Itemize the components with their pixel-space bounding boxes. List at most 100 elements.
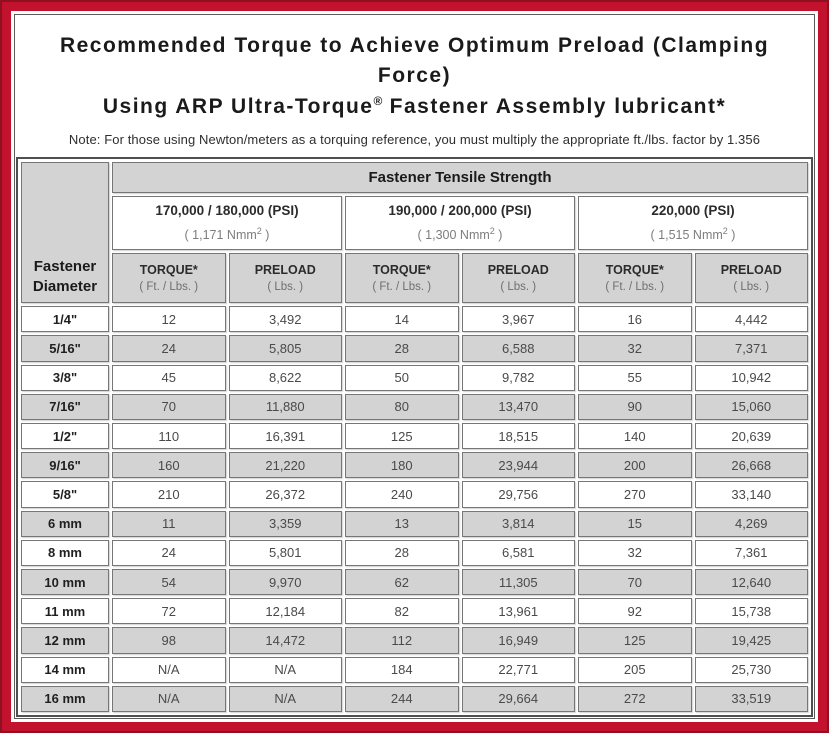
tensile-strength-label: Fastener Tensile Strength xyxy=(368,168,552,186)
cell-torque: 28 xyxy=(345,335,459,362)
table-row: 11 mm 72 12,184 82 13,961 92 15,738 xyxy=(21,598,808,625)
row-diameter-label: 9/16" xyxy=(49,457,81,473)
nmm-text: ( 1,300 Nmm xyxy=(417,228,490,243)
cell-torque: 125 xyxy=(578,627,692,654)
table-row: 1/2" 110 16,391 125 18,515 140 20,639 xyxy=(21,423,808,450)
table-row: 16 mm N/A N/A 244 29,664 272 33,519 xyxy=(21,685,808,712)
torque-table-body: Fastener Diameter Fastener Tensile Stren… xyxy=(21,162,808,712)
row-diameter-label: 10 mm xyxy=(44,574,86,590)
table-row: 10 mm 54 9,970 62 11,305 70 12,640 xyxy=(21,568,808,596)
title-line2-suffix: Fastener Assembly lubricant* xyxy=(382,94,727,118)
row-diameter-cell: 1/2" xyxy=(21,423,109,450)
psi-group-header-1: 190,000 / 200,000 (PSI) ( 1,300 Nmm2 ) xyxy=(345,195,575,250)
cell-torque: N/A xyxy=(112,685,226,712)
title-block: Recommended Torque to Achieve Optimum Pr… xyxy=(15,15,814,157)
cell-preload: 15,738 xyxy=(694,598,808,625)
table-row: 14 mm N/A N/A 184 22,771 205 25,730 xyxy=(21,656,808,683)
cell-torque: 210 xyxy=(112,481,226,508)
psi-label: 170,000 / 180,000 (PSI) xyxy=(155,203,299,219)
preload-header-2: PRELOAD ( Lbs. ) xyxy=(694,252,808,304)
torque-table: Fastener Diameter Fastener Tensile Stren… xyxy=(16,157,813,717)
nmm-label: ( 1,300 Nmm2 ) xyxy=(346,226,574,242)
psi-group-header-0: 170,000 / 180,000 (PSI) ( 1,171 Nmm2 ) xyxy=(112,195,342,250)
cell-preload: 9,782 xyxy=(461,364,575,391)
cell-preload: 10,942 xyxy=(694,364,808,391)
row-diameter-label: 16 mm xyxy=(44,691,86,707)
row-diameter-label: 6 mm xyxy=(48,516,82,532)
table-row: 1/4" 12 3,492 14 3,967 16 4,442 xyxy=(21,306,808,333)
table-wrap: Fastener Diameter Fastener Tensile Stren… xyxy=(15,157,814,718)
cell-preload: 26,668 xyxy=(694,452,808,479)
row-diameter-cell: 14 mm xyxy=(21,656,109,683)
cell-torque: 98 xyxy=(112,627,226,654)
cell-preload: 16,391 xyxy=(228,423,342,450)
cell-preload: 33,519 xyxy=(694,685,808,712)
cell-torque: 70 xyxy=(578,568,692,596)
cell-preload: 11,880 xyxy=(228,393,342,421)
cell-torque: 24 xyxy=(112,335,226,362)
torque-header-sub: ( Ft. / Lbs. ) xyxy=(372,281,432,294)
preload-header-sub: ( Lbs. ) xyxy=(500,281,537,294)
nmm-close: ) xyxy=(727,228,736,243)
cell-preload: N/A xyxy=(228,656,342,683)
row-diameter-cell: 1/4" xyxy=(21,306,109,333)
table-row: 5/8" 210 26,372 240 29,756 270 33,140 xyxy=(21,481,808,508)
cell-preload: 33,140 xyxy=(694,481,808,508)
cell-torque: 55 xyxy=(578,364,692,391)
cell-torque: 70 xyxy=(112,393,226,421)
nmm-superscript: 2 xyxy=(722,226,728,237)
cell-torque: 200 xyxy=(578,452,692,479)
row-diameter-cell: 6 mm xyxy=(21,510,109,537)
torque-header-sub: ( Ft. / Lbs. ) xyxy=(605,281,665,294)
row-diameter-cell: 5/8" xyxy=(21,481,109,508)
torque-header-sub: ( Ft. / Lbs. ) xyxy=(139,281,199,294)
preload-header-sub: ( Lbs. ) xyxy=(267,281,304,294)
nmm-label: ( 1,515 Nmm2 ) xyxy=(579,226,807,242)
page-title-line2: Using ARP Ultra-Torque® Fastener Assembl… xyxy=(23,92,806,122)
cell-preload: 12,640 xyxy=(694,568,808,596)
table-row: 12 mm 98 14,472 112 16,949 125 19,425 xyxy=(21,627,808,654)
nmm-text: ( 1,515 Nmm xyxy=(650,228,723,243)
row-diameter-label: 8 mm xyxy=(48,545,82,561)
cell-torque: 24 xyxy=(112,539,226,566)
row-diameter-label: 7/16" xyxy=(49,399,81,415)
preload-header-label: PRELOAD xyxy=(254,263,316,278)
cell-torque: 13 xyxy=(345,510,459,537)
row-diameter-cell: 16 mm xyxy=(21,685,109,712)
cell-preload: N/A xyxy=(228,685,342,712)
row-diameter-cell: 5/16" xyxy=(21,335,109,362)
cell-preload: 20,639 xyxy=(694,423,808,450)
torque-header-label: TORQUE* xyxy=(605,263,664,278)
preload-header-0: PRELOAD ( Lbs. ) xyxy=(228,252,342,304)
cell-torque: 12 xyxy=(112,306,226,333)
table-row: 8 mm 24 5,801 28 6,581 32 7,361 xyxy=(21,539,808,566)
cell-torque: 110 xyxy=(112,423,226,450)
cell-preload: 4,442 xyxy=(694,306,808,333)
cell-preload: 16,949 xyxy=(461,627,575,654)
cell-torque: 32 xyxy=(578,335,692,362)
torque-header-1: TORQUE* ( Ft. / Lbs. ) xyxy=(345,252,459,304)
row-diameter-label: 14 mm xyxy=(44,662,86,678)
document-body: Recommended Torque to Achieve Optimum Pr… xyxy=(14,14,815,719)
cell-torque: 32 xyxy=(578,539,692,566)
cell-torque: 72 xyxy=(112,598,226,625)
nmm-superscript: 2 xyxy=(489,226,495,237)
column-header-row: TORQUE* ( Ft. / Lbs. ) PRELOAD ( Lbs. ) TORQ… xyxy=(21,252,808,304)
cell-preload: 3,814 xyxy=(461,510,575,537)
cell-torque: 205 xyxy=(578,656,692,683)
title-line2-text: Using ARP Ultra-Torque xyxy=(102,94,374,118)
torque-header-label: TORQUE* xyxy=(139,263,198,278)
cell-preload: 15,060 xyxy=(694,393,808,421)
row-diameter-label: 5/8" xyxy=(52,487,78,502)
row-diameter-cell: 3/8" xyxy=(21,364,109,391)
torque-header-2: TORQUE* ( Ft. / Lbs. ) xyxy=(578,252,692,304)
row-diameter-label: 3/8" xyxy=(52,370,78,386)
cell-torque: 92 xyxy=(578,598,692,625)
cell-torque: 15 xyxy=(578,510,692,537)
cell-torque: 112 xyxy=(345,627,459,654)
cell-torque: 270 xyxy=(578,481,692,508)
row-diameter-label: 1/4" xyxy=(52,311,78,327)
cell-torque: 11 xyxy=(112,510,226,537)
cell-torque: 50 xyxy=(345,364,459,391)
